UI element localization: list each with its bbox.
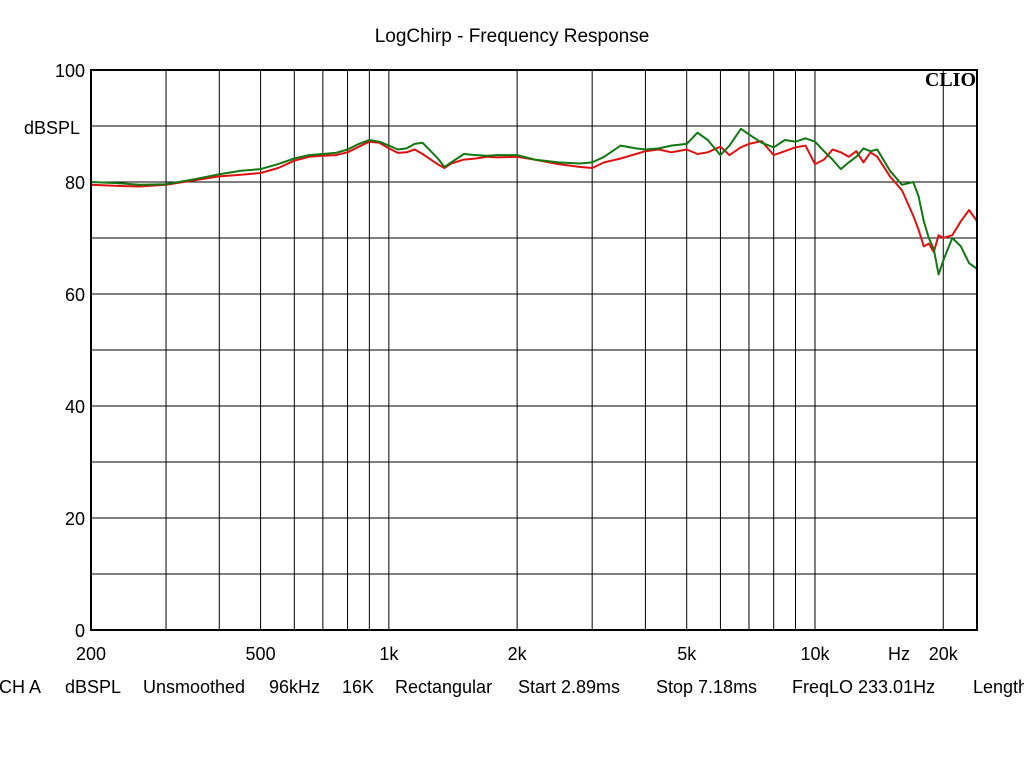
series-lines (90, 127, 978, 276)
x-axis-unit-label: Hz (888, 644, 910, 664)
y-tick-labels: 0 20 40 60 80 100 (55, 61, 85, 641)
footer-freq-lo: FreqLO 233.01Hz (792, 677, 936, 697)
footer-start: Start 2.89ms (518, 677, 621, 697)
plot-frame (90, 69, 978, 631)
footer-smoothing: Unsmoothed (143, 677, 246, 697)
y-axis-label: dBSPL (24, 118, 80, 138)
x-tick-label: 20k (929, 644, 959, 664)
footer-sample-rate: 96kHz (269, 677, 321, 697)
x-tick-label: 1k (379, 644, 399, 664)
x-tick-label: 10k (800, 644, 830, 664)
footer-stop: Stop 7.18ms (656, 677, 758, 697)
series-line-green (90, 127, 978, 276)
x-tick-labels: 200 500 1k 2k 5k 10k 20k (76, 644, 959, 664)
y-tick-label: 60 (65, 285, 85, 305)
y-tick-label: 80 (65, 173, 85, 193)
series-line-red (90, 140, 978, 253)
grid-lines (91, 70, 977, 630)
clio-logo: CLIO (925, 69, 976, 91)
footer-channel: CH A (0, 677, 42, 697)
y-tick-label: 0 (75, 621, 85, 641)
footer-fft-size: 16K (342, 677, 375, 697)
x-tick-label: 500 (246, 644, 276, 664)
chart-title: LogChirp - Frequency Response (375, 26, 650, 47)
y-tick-label: 100 (55, 61, 85, 81)
footer-window: Rectangular (395, 677, 493, 697)
y-tick-label: 40 (65, 397, 85, 417)
y-tick-label: 20 (65, 509, 85, 529)
x-tick-label: 2k (508, 644, 528, 664)
x-tick-label: 5k (677, 644, 697, 664)
footer-length: Length (973, 677, 1024, 697)
x-tick-label: 200 (76, 644, 106, 664)
footer-units: dBSPL (65, 677, 122, 697)
